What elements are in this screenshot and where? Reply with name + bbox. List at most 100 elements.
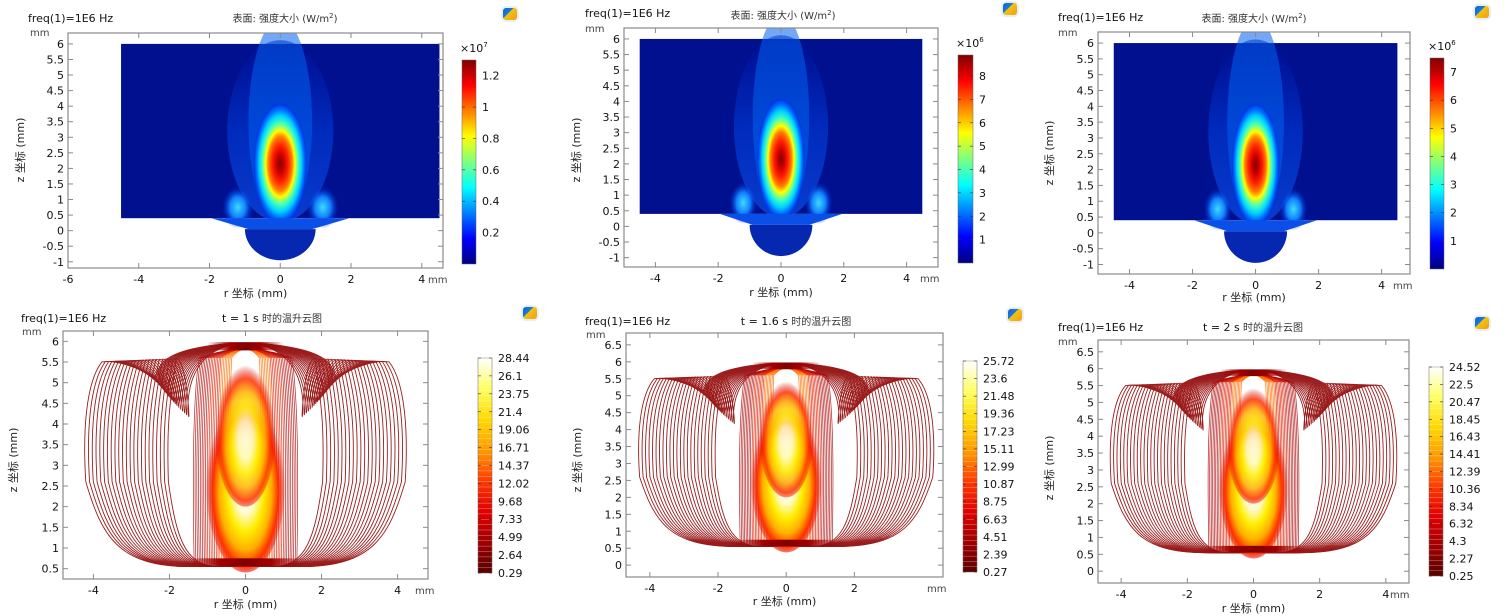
colorbar-tick-label: 10.87 (983, 478, 1015, 491)
y-tick-label: 6 (615, 356, 622, 369)
comsol-app-icon[interactable] (1008, 309, 1022, 321)
x-unit-label: mm (1393, 281, 1412, 292)
colorbar-tick-label: 3 (979, 187, 986, 200)
chart-svg: -4 -2 0 2 4 -1 -0.5 0 0.5 1 1.5 2 2.5 3 3.5 4 4.5 5 5.5 6 fr… (1042, 11, 1457, 304)
y-tick-label: 5 (1087, 396, 1094, 409)
temperature-plot-2: -4 -2 0 2 0 0.5 1 1.5 2 2.5 3 3.5 4 4.5 5 5.5 6 6.5 freq(1… (570, 309, 1022, 608)
plot-title-time: t = 2 s (1203, 321, 1240, 334)
colorbar-tick-label: 6.63 (983, 513, 1008, 526)
y-unit-label: mm (1058, 28, 1077, 39)
y-unit-label: mm (1058, 337, 1077, 348)
x-tick-label: -2 (713, 272, 724, 285)
colorbar-tick-label: 28.44 (498, 352, 530, 365)
plot-area (121, 33, 440, 261)
hot-core-upper (215, 357, 276, 507)
plot-title: t = 2 s 时的温升云图 (1203, 321, 1303, 334)
colorbar-tick-label: 0.25 (1449, 570, 1474, 583)
y-tick-label: 4.5 (1077, 85, 1095, 98)
colorbar-tick-label: 4.3 (1449, 535, 1467, 548)
y-tick-label: -1 (1083, 259, 1094, 272)
x-tick-label: 2 (1316, 588, 1323, 601)
colorbar-tick-label: 0.29 (498, 567, 523, 580)
y-tick-label: 4.5 (605, 407, 623, 420)
colorbar-tick-label: 24.52 (1449, 361, 1481, 374)
colorbar-tick-label: 6.32 (1449, 518, 1474, 531)
plot-title-text: 时的温升云图 (1240, 321, 1303, 334)
y-tick-label: 6 (1087, 37, 1094, 50)
y-tick-label: 0.5 (47, 209, 65, 222)
y-tick-label: 3 (615, 457, 622, 470)
y-tick-label: 1 (57, 194, 64, 207)
colorbar-multiplier: ×107 (460, 41, 488, 55)
y-axis-label: z 坐标 (mm) (6, 428, 20, 493)
y-tick-label: 2.5 (1077, 148, 1095, 161)
y-tick-label: 0 (613, 220, 620, 233)
comsol-app-icon[interactable] (1003, 3, 1017, 15)
top-rim (752, 362, 821, 370)
y-tick-label: 5.5 (47, 53, 65, 66)
colorbar-tick-label: 4.99 (498, 531, 523, 544)
plot-title-time: t = 1.6 s (741, 315, 789, 328)
comsol-app-icon[interactable] (1475, 6, 1489, 18)
side-lobe (1203, 187, 1232, 231)
plot-title-text: 表面: 强度大小 (W/m (1201, 12, 1298, 25)
y-axis-label: z 坐标 (mm) (13, 118, 27, 183)
colorbar-tick-label: 26.1 (498, 370, 523, 383)
y-tick-label: 4 (1087, 100, 1094, 113)
colorbar-multiplier: ×106 (956, 36, 984, 50)
y-tick-label: 3 (1087, 132, 1094, 145)
plot-title-time: t = 1 s (222, 312, 259, 325)
x-tick-label: -2 (1182, 588, 1193, 601)
y-tick-label: 5 (615, 390, 622, 403)
comsol-app-icon[interactable] (1475, 317, 1489, 329)
y-tick-label: 2 (1087, 498, 1094, 511)
top-rim (207, 342, 284, 351)
colorbar-tick-label: 19.36 (983, 408, 1015, 421)
colorbar-tick-label: 4 (979, 164, 986, 177)
plot-title-text: 时的温升云图 (788, 315, 851, 328)
freq-label: freq(1)=1E6 Hz (21, 312, 106, 325)
x-axis-label: r 坐标 (mm) (224, 286, 288, 300)
plot-area (638, 362, 935, 553)
x-tick-label: 2 (851, 582, 858, 595)
colorbar-tick-label: 0.6 (482, 164, 500, 177)
y-tick-label: 6 (52, 335, 59, 348)
y-tick-label: 2 (615, 491, 622, 504)
comsol-app-icon[interactable] (503, 8, 517, 20)
comsol-app-icon[interactable] (523, 307, 537, 319)
plot-title-suffix: ) (1303, 14, 1307, 25)
x-tick-label: 4 (394, 584, 401, 597)
x-tick-label: 4 (418, 273, 425, 286)
y-tick-label: 3.5 (42, 439, 60, 452)
bottom-rim (180, 558, 311, 567)
transducer-sphere (1224, 231, 1288, 263)
x-tick-label: 0 (242, 584, 249, 597)
y-tick-label: -1 (53, 256, 64, 269)
plot-title: 表面: 强度大小 (W/m2) (730, 9, 835, 22)
y-unit-label: mm (585, 24, 604, 35)
plot-title-sup: 2 (1298, 12, 1302, 20)
colorbar-tick-label: 2 (979, 210, 986, 223)
side-lobe (1279, 187, 1308, 231)
colorbar-tick-label: 1 (1450, 235, 1457, 248)
intensity-plot-1: -6 -4 -2 0 2 4 -1 -0.5 0 0.5 1 1.5 2 2.5 3 3.5 4 4.5 5 5.5 6… (0, 0, 560, 300)
chart-svg: -4 -2 0 2 0 0.5 1 1.5 2 2.5 3 3.5 4 4.5 5 5.5 6 6.5 freq(1… (570, 315, 1015, 608)
lens-wedge (211, 218, 350, 230)
top-rim (1220, 369, 1287, 377)
colorbar-tick-label: 0.27 (983, 566, 1008, 579)
y-tick-label: 2.5 (1077, 481, 1095, 494)
y-tick-label: 1.5 (1077, 515, 1095, 528)
y-tick-label: 0 (1087, 227, 1094, 240)
colorbar-tick-label: 23.6 (983, 373, 1008, 386)
y-tick-label: 3.5 (1077, 116, 1095, 129)
colorbar-tick-label: 0.4 (482, 195, 500, 208)
x-unit-label: mm (415, 586, 434, 597)
y-axis-label: z 坐标 (mm) (569, 118, 583, 183)
colorbar-tick-label: 4.51 (983, 531, 1008, 544)
side-lobe (804, 181, 833, 225)
x-tick-label: -2 (713, 582, 724, 595)
colorbar-tick-label: 4 (1450, 150, 1457, 163)
colorbar (957, 54, 974, 264)
intensity-plot-2: -4 -2 0 2 4 -1 -0.5 0 0.5 1 1.5 2 2.5 3 3.5 4 4.5 5 5.5 6 fr… (0, 0, 1040, 300)
bottom-rim (728, 539, 845, 547)
